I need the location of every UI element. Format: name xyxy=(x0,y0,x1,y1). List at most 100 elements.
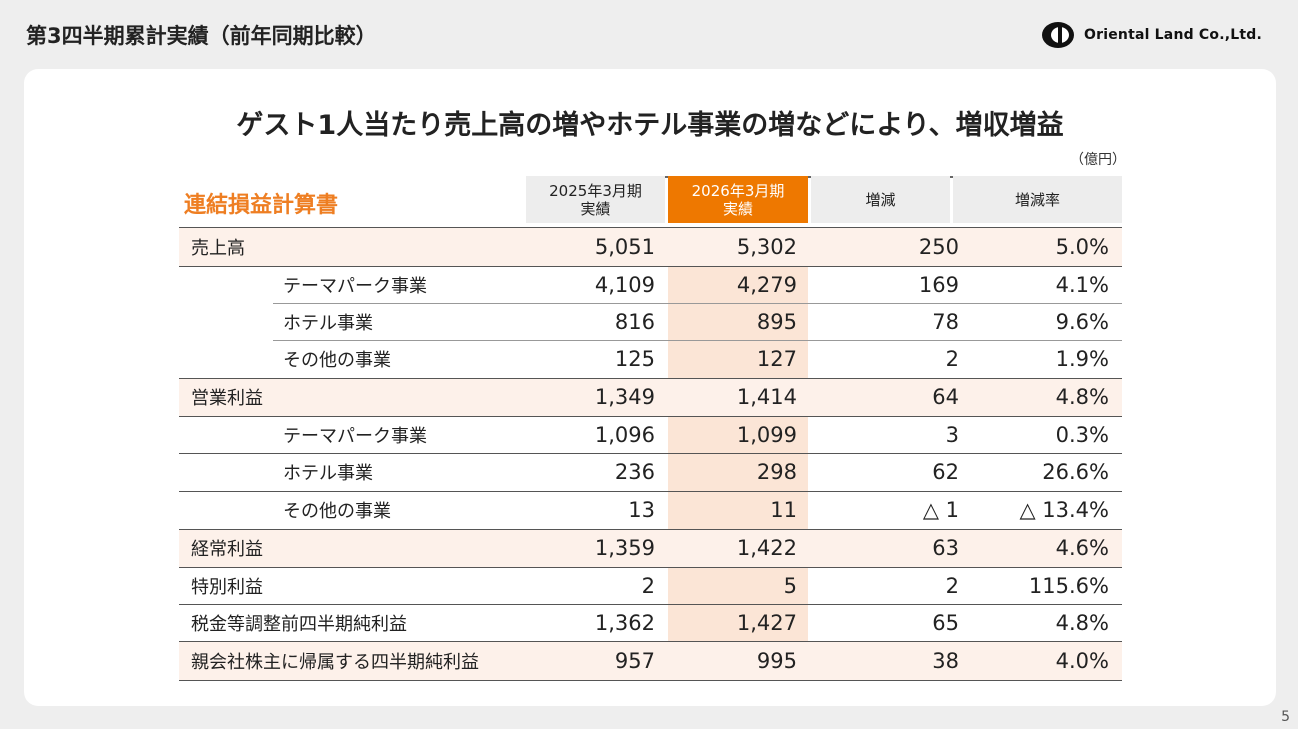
table-row: ホテル事業 236 298 62 26.6% xyxy=(179,453,1122,491)
row-divider xyxy=(273,303,1122,304)
content-card: ゲスト1人当たり売上高の増やホテル事業の増などにより、増収増益 （億円） 連結損… xyxy=(24,69,1276,706)
cell-change: 2 xyxy=(945,573,959,598)
table-row: 特別利益 2 5 2 115.6% xyxy=(179,567,1122,604)
table-row: ホテル事業 816 895 78 9.6% xyxy=(179,303,1122,340)
table-row: 税金等調整前四半期純利益 1,362 1,427 65 4.8% xyxy=(179,604,1122,641)
cell-current-year: 127 xyxy=(756,347,797,371)
cell-change: 78 xyxy=(932,309,959,334)
row-label: その他の事業 xyxy=(283,501,391,522)
row-label: ホテル事業 xyxy=(283,312,373,334)
table-row: 営業利益 1,349 1,414 64 4.8% xyxy=(179,378,1122,416)
row-divider xyxy=(179,453,1122,454)
col-header-change-rate: 増減率 xyxy=(953,176,1122,223)
cell-current-year: 11 xyxy=(770,498,797,522)
cell-prev-year: 1,349 xyxy=(594,385,655,409)
row-divider xyxy=(179,641,1122,642)
col-header-prev-year: 2025年3月期 実績 xyxy=(526,176,665,223)
cell-prev-year: 4,109 xyxy=(594,272,655,297)
row-label: 売上高 xyxy=(191,238,245,259)
company-logo: Oriental Land Co.,Ltd. xyxy=(1040,18,1262,52)
row-label: ホテル事業 xyxy=(283,463,373,484)
row-divider xyxy=(179,604,1122,605)
row-label: その他の事業 xyxy=(283,350,391,371)
cell-change-rate: 5.0% xyxy=(1055,235,1109,259)
row-divider xyxy=(179,416,1122,417)
row-label: 親会社株主に帰属する四半期純利益 xyxy=(191,651,479,673)
cell-change-rate: 1.9% xyxy=(1055,347,1109,371)
row-label: 特別利益 xyxy=(191,576,263,598)
cell-change-rate: 115.6% xyxy=(1028,573,1109,598)
row-label: 税金等調整前四半期純利益 xyxy=(191,613,407,635)
row-label: テーマパーク事業 xyxy=(283,275,427,297)
row-divider xyxy=(179,680,1122,681)
table-row: 親会社株主に帰属する四半期純利益 957 995 38 4.0% xyxy=(179,641,1122,680)
cell-prev-year: 236 xyxy=(614,460,655,484)
cell-prev-year: 125 xyxy=(614,347,655,371)
cell-change: 3 xyxy=(945,422,959,447)
cell-change-rate: △ 13.4% xyxy=(1019,498,1109,522)
col-header-line1: 増減率 xyxy=(1014,190,1060,209)
cell-change-rate: 4.8% xyxy=(1055,385,1109,409)
cell-prev-year: 957 xyxy=(614,648,655,673)
table-row: 売上高 5,051 5,302 250 5.0% xyxy=(179,228,1122,266)
cell-prev-year: 1,362 xyxy=(594,610,655,635)
col-header-change: 増減 xyxy=(811,176,950,223)
cell-change: 2 xyxy=(945,347,959,371)
cell-current-year: 5,302 xyxy=(736,235,797,259)
cell-prev-year: 816 xyxy=(614,309,655,334)
col-header-line1: 増減 xyxy=(865,190,896,209)
cell-prev-year: 1,359 xyxy=(594,536,655,560)
cell-change-rate: 4.8% xyxy=(1055,610,1109,635)
cell-change: 169 xyxy=(918,272,959,297)
page-title: 第3四半期累計実績（前年同期比較） xyxy=(26,24,377,48)
cell-prev-year: 1,096 xyxy=(594,422,655,447)
cell-change: △ 1 xyxy=(922,498,959,522)
cell-current-year: 4,279 xyxy=(736,272,797,297)
cell-current-year: 1,099 xyxy=(736,422,797,447)
cell-change: 38 xyxy=(932,648,959,673)
row-divider xyxy=(179,567,1122,568)
cell-current-year: 1,427 xyxy=(736,610,797,635)
cell-current-year: 1,414 xyxy=(736,385,797,409)
cell-change-rate: 9.6% xyxy=(1055,309,1109,334)
cell-change: 65 xyxy=(932,610,959,635)
cell-change: 250 xyxy=(918,235,959,259)
unit-label: （億円） xyxy=(1070,152,1126,168)
cell-change-rate: 26.6% xyxy=(1042,460,1109,484)
col-header-current-year: 2026年3月期 実績 xyxy=(668,176,808,223)
page-number: 5 xyxy=(1281,709,1290,725)
cell-change-rate: 0.3% xyxy=(1055,422,1109,447)
table-row: 経常利益 1,359 1,422 63 4.6% xyxy=(179,529,1122,567)
row-divider xyxy=(179,378,1122,379)
row-divider xyxy=(179,491,1122,492)
row-divider xyxy=(179,529,1122,530)
cell-current-year: 5 xyxy=(783,573,797,598)
cell-prev-year: 5,051 xyxy=(594,235,655,259)
cell-current-year: 895 xyxy=(756,309,797,334)
cell-change-rate: 4.6% xyxy=(1055,536,1109,560)
row-label: テーマパーク事業 xyxy=(283,425,427,447)
table-top-rule xyxy=(179,227,1122,228)
cell-current-year: 995 xyxy=(756,648,797,673)
row-label: 経常利益 xyxy=(191,539,263,560)
cell-current-year: 298 xyxy=(756,460,797,484)
statement-title: 連結損益計算書 xyxy=(184,193,339,218)
headline: ゲスト1人当たり売上高の増やホテル事業の増などにより、増収増益 xyxy=(236,110,1064,141)
logo-text: Oriental Land Co.,Ltd. xyxy=(1084,27,1262,43)
table-row: その他の事業 13 11 △ 1 △ 13.4% xyxy=(179,491,1122,529)
row-label: 営業利益 xyxy=(191,388,263,409)
cell-prev-year: 13 xyxy=(628,498,655,522)
cell-change: 62 xyxy=(932,460,959,484)
cell-change-rate: 4.0% xyxy=(1055,648,1109,673)
oriental-land-logo-icon xyxy=(1042,22,1074,48)
table-row: その他の事業 125 127 2 1.9% xyxy=(179,340,1122,378)
col-header-line2: 実績 xyxy=(580,199,611,218)
cell-prev-year: 2 xyxy=(641,573,655,598)
table-row: テーマパーク事業 1,096 1,099 3 0.3% xyxy=(179,416,1122,453)
table-row: テーマパーク事業 4,109 4,279 169 4.1% xyxy=(179,266,1122,303)
col-header-line1: 2026年3月期 xyxy=(691,181,785,200)
col-header-line2: 実績 xyxy=(722,199,753,218)
cell-change-rate: 4.1% xyxy=(1055,272,1109,297)
row-divider xyxy=(179,266,1122,267)
cell-change: 64 xyxy=(932,385,959,409)
